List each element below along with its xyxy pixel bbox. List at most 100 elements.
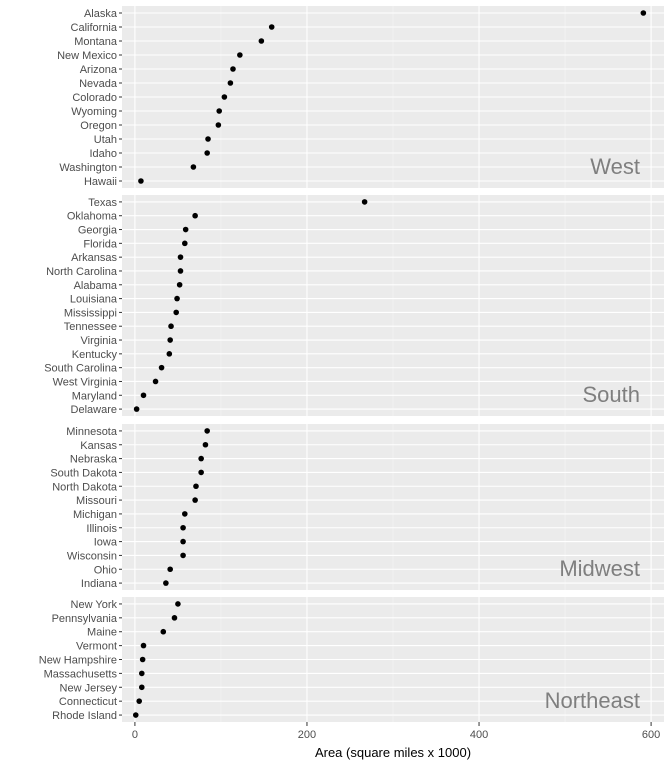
data-point <box>168 323 174 330</box>
data-point <box>140 392 147 399</box>
state-label: Minnesota <box>66 426 118 438</box>
data-point <box>204 428 210 434</box>
state-label: Louisiana <box>70 294 118 306</box>
data-point <box>258 38 265 44</box>
data-point <box>174 295 180 302</box>
data-point <box>138 670 145 677</box>
state-label: New Hampshire <box>39 655 117 667</box>
state-label: Michigan <box>73 509 117 521</box>
data-point <box>182 240 188 247</box>
data-point <box>180 524 186 531</box>
data-point <box>216 108 223 114</box>
state-label: Arizona <box>80 64 118 76</box>
data-point <box>136 698 143 704</box>
data-point <box>158 364 165 371</box>
state-label: Ohio <box>94 564 117 576</box>
state-label: Wyoming <box>71 106 117 118</box>
state-label: Iowa <box>94 537 118 549</box>
state-label: California <box>71 22 118 34</box>
data-point <box>167 337 173 343</box>
panel-label: South <box>583 382 641 407</box>
data-point <box>202 441 209 448</box>
state-label: Alabama <box>74 280 118 292</box>
state-label: Maine <box>87 627 117 639</box>
state-label: Montana <box>74 36 118 48</box>
panel-west: Alaska California Montana New Mexico Arizona… <box>57 6 664 188</box>
data-point <box>198 469 204 476</box>
state-label: Virginia <box>81 335 118 347</box>
data-point <box>190 164 197 170</box>
state-label: Alaska <box>84 8 118 20</box>
state-label: Massachusetts <box>44 668 118 680</box>
state-label: Washington <box>59 162 117 174</box>
data-point <box>176 281 183 288</box>
state-label: Idaho <box>89 148 117 160</box>
data-point <box>173 309 179 316</box>
data-point <box>163 580 169 586</box>
data-point <box>204 150 210 156</box>
state-label: Wisconsin <box>67 550 117 562</box>
state-label: Arkansas <box>71 252 117 264</box>
state-label: Maryland <box>72 390 117 402</box>
data-point <box>138 684 145 691</box>
x-tick-label: 400 <box>470 729 488 741</box>
data-point <box>171 615 178 621</box>
x-tick-label: 200 <box>298 729 316 741</box>
state-label: Rhode Island <box>52 710 117 722</box>
data-point <box>221 94 228 100</box>
data-point <box>237 52 243 58</box>
state-label: Tennessee <box>64 321 117 333</box>
state-label: Florida <box>83 238 118 250</box>
state-label: Connecticut <box>59 696 117 708</box>
data-point <box>361 199 368 205</box>
state-label: Missouri <box>76 495 117 507</box>
state-label: New York <box>71 599 118 611</box>
state-label: Delaware <box>71 404 117 416</box>
state-label: Colorado <box>72 92 117 104</box>
data-point <box>193 483 199 490</box>
data-point <box>192 497 198 503</box>
data-point <box>133 406 140 412</box>
panel-label: Midwest <box>559 556 640 581</box>
data-point <box>177 254 184 260</box>
data-point <box>230 66 236 72</box>
x-tick-label: 600 <box>642 729 660 741</box>
state-label: South Dakota <box>50 467 118 479</box>
panel-label: West <box>590 154 640 179</box>
data-point <box>182 226 189 233</box>
state-label: Oklahoma <box>67 211 118 223</box>
data-point <box>182 511 188 517</box>
data-point <box>205 136 211 142</box>
data-point <box>180 552 186 559</box>
state-label: Vermont <box>76 641 117 653</box>
x-tick-label: 0 <box>132 729 138 741</box>
state-label: New Jersey <box>60 682 118 694</box>
state-label: Nebraska <box>70 454 118 466</box>
state-label: Kentucky <box>72 349 118 361</box>
state-label: Illinois <box>86 523 117 535</box>
state-label: New Mexico <box>57 50 117 62</box>
x-axis-title: Area (square miles x 1000) <box>315 745 471 760</box>
panel-label: Northeast <box>545 688 640 713</box>
state-label: South Carolina <box>44 363 118 375</box>
data-point <box>152 378 159 385</box>
panel-northeast: New York Pennsylvania Maine Vermont New Hamp… <box>39 597 664 722</box>
data-point <box>177 268 184 274</box>
state-label: Nevada <box>79 78 118 90</box>
state-label: North Dakota <box>52 481 118 493</box>
data-point <box>132 712 139 718</box>
data-point <box>175 601 181 607</box>
data-point <box>140 642 147 649</box>
data-point <box>180 538 186 545</box>
state-label: Kansas <box>80 440 117 452</box>
state-label: Utah <box>94 134 117 146</box>
x-axis: 0 200 400 600 <box>132 722 660 741</box>
state-label: North Carolina <box>46 266 118 278</box>
state-label: Texas <box>88 197 117 209</box>
data-point <box>166 351 173 357</box>
state-label: Oregon <box>80 120 117 132</box>
facet-panels: Alaska California Montana New Mexico Arizona… <box>39 6 664 722</box>
